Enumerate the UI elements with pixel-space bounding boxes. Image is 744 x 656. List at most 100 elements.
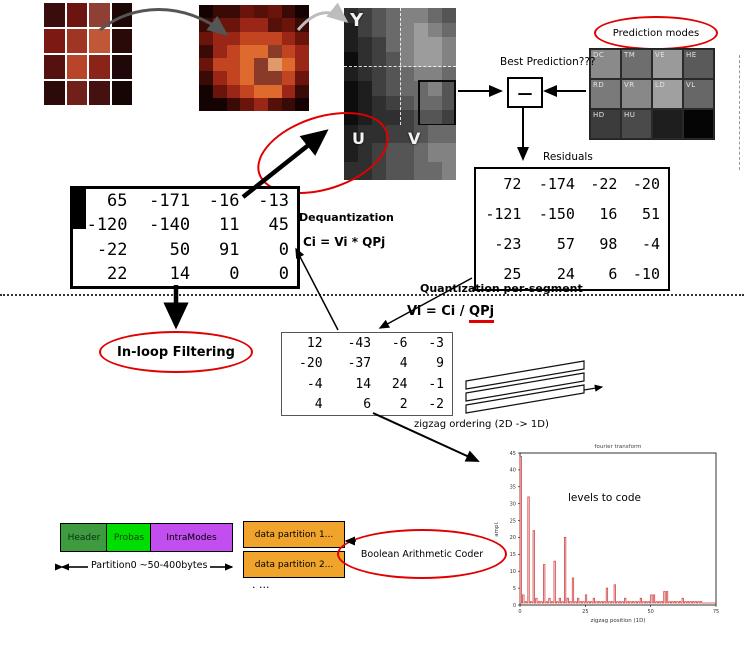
data-partition-1: data partition 1... — [243, 521, 345, 548]
image-cell — [111, 3, 132, 27]
prediction-mode-label: RD — [593, 81, 605, 89]
subtract-box: — — [507, 77, 543, 108]
header-box: Header — [60, 523, 108, 552]
matrix-cell: 72 — [503, 175, 522, 193]
matrix-cell: -22 — [590, 175, 618, 193]
matrix-cell: -174 — [538, 175, 575, 193]
residuals-label: Residuals — [543, 151, 593, 163]
intramodes-box: IntraModes — [150, 523, 233, 552]
matrix-cell: -140 — [149, 215, 191, 236]
prediction-mode-cell: VR — [621, 79, 652, 109]
prediction-mode-cell — [652, 109, 683, 139]
svg-text:25: 25 — [510, 518, 516, 524]
matrix-cell: -13 — [258, 191, 289, 212]
matrix-cell: 24 — [391, 376, 408, 392]
matrix-cell: -3 — [428, 335, 444, 351]
prediction-mode-label: LD — [655, 81, 666, 89]
matrix-cell: -10 — [632, 265, 660, 283]
prediction-mode-label: HD — [593, 111, 605, 119]
image-cell — [66, 3, 87, 27]
zigzag-exit-arrow — [583, 384, 604, 392]
svg-text:35: 35 — [510, 485, 516, 491]
zigzag-label: zigzag ordering (2D -> 1D) — [414, 419, 549, 430]
matrix-cell: 6 — [363, 397, 372, 413]
page-edge-dashes — [739, 55, 740, 170]
prediction-mode-label: VE — [655, 51, 666, 59]
image-cell — [111, 55, 132, 79]
matrix-cell: 6 — [608, 265, 618, 283]
data-partition-1-label: data partition 1... — [254, 529, 334, 540]
ellipsis-label: . ... — [252, 578, 270, 591]
matrix-cell: -6 — [391, 335, 408, 351]
inloop-filtering-ellipse: In-loop Filtering — [99, 331, 253, 373]
prediction-modes-label: Prediction modes — [612, 27, 700, 39]
svg-text:fourier transform: fourier transform — [595, 444, 642, 450]
inloop-filtering-label: In-loop Filtering — [117, 344, 235, 360]
prediction-mode-cell: VE — [652, 49, 683, 79]
svg-text:0: 0 — [518, 609, 521, 615]
y-plane-pixels — [344, 8, 456, 125]
prediction-mode-cell — [683, 109, 714, 139]
matrix-cell: 12 — [306, 335, 323, 351]
pixelated-macroblock — [199, 5, 309, 111]
image-cell — [66, 81, 87, 105]
header-box-label: Header — [67, 532, 101, 543]
matrix-cell: 0 — [278, 263, 289, 284]
prediction-modes-ellipse: Prediction modes — [594, 16, 718, 50]
matrix-cell: 45 — [268, 215, 289, 236]
svg-text:25: 25 — [582, 609, 588, 615]
svg-text:15: 15 — [510, 552, 516, 558]
matrix-cell: 14 — [355, 376, 372, 392]
matrix-cell: 65 — [107, 191, 128, 212]
matrix-cell: 16 — [599, 205, 618, 223]
svg-text:30: 30 — [510, 501, 516, 507]
u-plane-label: U — [352, 129, 365, 148]
yuv-planes: Y U V — [344, 8, 456, 180]
matrix-cell: 2 — [399, 397, 408, 413]
prediction-mode-label: TM — [624, 51, 636, 59]
matrix-cell: -16 — [208, 191, 240, 212]
image-cell — [111, 29, 132, 53]
prediction-mode-cell: LD — [652, 79, 683, 109]
matrix-cell: -1 — [428, 376, 444, 392]
svg-text:zigzag position (1D): zigzag position (1D) — [591, 618, 646, 624]
intramodes-box-label: IntraModes — [166, 532, 217, 543]
prediction-mode-cell: HD — [590, 109, 621, 139]
prediction-mode-label: VL — [686, 81, 696, 89]
prediction-mode-label: HE — [686, 51, 697, 59]
image-cell — [89, 29, 110, 53]
prediction-mode-cell: DC — [590, 49, 621, 79]
matrix-cell: 9 — [436, 356, 444, 372]
svg-text:75: 75 — [713, 609, 719, 615]
best-prediction-label: Best Prediction??? — [500, 56, 596, 68]
section-divider — [0, 294, 744, 296]
u-plane: U — [344, 125, 400, 180]
v-plane-pixels — [400, 125, 456, 180]
quantization-formula-pre: Vi = Ci / — [407, 304, 470, 319]
source-image — [44, 3, 132, 105]
probas-box-label: Probas — [113, 532, 145, 543]
matrix-cell: 51 — [641, 205, 660, 223]
prediction-mode-cell: HE — [683, 49, 714, 79]
svg-text:40: 40 — [510, 468, 516, 474]
svg-text:0: 0 — [513, 603, 516, 609]
svg-text:50: 50 — [647, 609, 653, 615]
dequantization-label: Dequantization — [299, 211, 394, 224]
matrix-cell: -43 — [347, 335, 372, 351]
matrix-cell: -22 — [96, 239, 128, 260]
levels-chart: 0 5 10 15 20 25 30 35 40 45 0 25 50 75 fourier transfo… — [490, 437, 732, 633]
svg-text:ampl.: ampl. — [494, 521, 500, 537]
prediction-mode-cell: TM — [621, 49, 652, 79]
v-plane: V — [400, 125, 456, 180]
probas-box: Probas — [106, 523, 152, 552]
matrix-cell: 25 — [503, 265, 522, 283]
y-plane-dashed-v — [400, 8, 401, 125]
image-cell — [89, 55, 110, 79]
prediction-modes-grid: DC TM VE HE RD VR LD VL HD HU — [589, 48, 715, 140]
image-cell — [66, 29, 87, 53]
matrix-cell: 57 — [556, 235, 575, 253]
image-cell — [89, 3, 110, 27]
image-cell — [44, 55, 65, 79]
matrix-cell: -23 — [494, 235, 522, 253]
image-cell — [44, 29, 65, 53]
